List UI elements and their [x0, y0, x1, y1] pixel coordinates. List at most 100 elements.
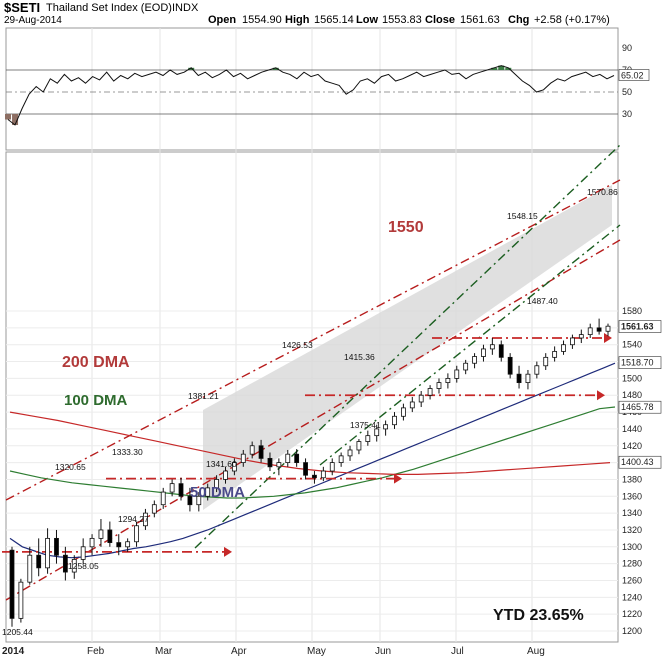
- candle-body: [54, 537, 59, 556]
- price-y-tick: 1260: [622, 575, 642, 585]
- price-y-tick: 1420: [622, 441, 642, 451]
- candle-body: [312, 474, 317, 479]
- candle-body: [481, 348, 486, 357]
- candle-body: [507, 356, 513, 375]
- candle-body: [436, 382, 442, 389]
- candle-body: [418, 394, 424, 403]
- rsi-y-tick: 90: [622, 43, 632, 53]
- candle-body: [534, 365, 540, 375]
- candle-body: [338, 455, 344, 464]
- candle-body: [392, 415, 397, 426]
- price-y-tick: 1380: [622, 474, 642, 484]
- candle-body: [454, 369, 460, 379]
- candle-body: [561, 344, 566, 352]
- price-y-tick: 1340: [622, 508, 642, 518]
- price-annotation: 1381.21: [188, 391, 219, 401]
- rsi-overbought-fill: [498, 65, 505, 70]
- price-y-tick: 1440: [622, 424, 642, 434]
- change-label: Chg: [508, 14, 530, 26]
- candle-body: [45, 537, 50, 569]
- x-tick-label: Jun: [375, 646, 391, 656]
- right-value-box: [618, 356, 662, 369]
- rsi-y-tick: 30: [622, 109, 632, 119]
- price-annotation: 1415.36: [344, 352, 375, 362]
- candle-body: [427, 388, 433, 396]
- price-y-tick: 1280: [622, 559, 642, 569]
- price-annotation: 1426.53: [282, 340, 313, 350]
- candle-body: [214, 479, 219, 489]
- price-y-tick: 1540: [622, 340, 642, 350]
- label-50dma: 50 DMA: [190, 484, 245, 501]
- right-value-label: 1465.78: [621, 402, 654, 412]
- candle-body: [596, 327, 602, 332]
- price-annotation: 1548.15: [507, 211, 538, 221]
- x-tick-label: Apr: [231, 646, 247, 656]
- close-value: 1561.63: [460, 14, 500, 26]
- low-value: 1553.83: [382, 14, 422, 26]
- candle-body: [516, 373, 522, 384]
- price-y-tick: 1320: [622, 525, 642, 535]
- ma100-line: [9, 406, 616, 499]
- channel-lower-green: [319, 224, 621, 466]
- price-annotation: 1320.65: [55, 462, 86, 472]
- rsi-overbought-fill: [272, 67, 279, 70]
- change-value: +2.58 (+0.17%): [534, 14, 610, 26]
- candle-body: [71, 559, 77, 573]
- resistance-line-1550-head: [604, 332, 612, 343]
- rsi-last-value-box: [618, 69, 650, 81]
- candle-body: [249, 445, 255, 455]
- x-tick-label: Jul: [451, 646, 464, 656]
- channel-upper-green: [194, 144, 621, 549]
- rsi-last-value: 65.02: [621, 71, 644, 81]
- rsi-y-tick: 50: [622, 87, 632, 97]
- rsi-overbought-fill: [491, 67, 498, 70]
- candle-body: [365, 435, 371, 442]
- x-tick-label: 2014: [2, 646, 25, 656]
- candle-body: [578, 334, 584, 339]
- high-label: High: [285, 14, 310, 26]
- candle-body: [196, 495, 202, 506]
- x-tick-label: Mar: [155, 646, 173, 656]
- support-arrow-1294-head: [224, 546, 232, 557]
- price-annotation: 1341.60: [206, 459, 237, 469]
- chart-header: $SETI Thailand Set Index (EOD) INDX 29-A…: [0, 0, 663, 26]
- candle-body: [347, 449, 353, 457]
- candle-body: [258, 445, 264, 459]
- candle-body: [525, 373, 531, 384]
- right-value-label: 1400.43: [621, 457, 654, 467]
- price-annotation: 1570.86: [587, 187, 618, 197]
- candle-body: [472, 356, 477, 364]
- candle-body: [169, 483, 175, 493]
- candle-body: [160, 491, 166, 506]
- price-annotation: 1487.40: [527, 296, 558, 306]
- candle-body: [125, 541, 131, 548]
- price-y-tick: 1200: [622, 626, 642, 636]
- candle-body: [401, 407, 406, 417]
- candle-body: [36, 554, 42, 569]
- right-value-box: [618, 320, 662, 333]
- price-y-tick: 1360: [622, 491, 642, 501]
- candle-body: [18, 581, 24, 619]
- chart-date: 29-Aug-2014: [4, 15, 62, 26]
- high-value: 1565.14: [314, 14, 354, 26]
- ma200-line: [9, 411, 611, 475]
- candle-body: [294, 453, 300, 463]
- right-value-box: [618, 400, 662, 414]
- candle-body: [240, 453, 246, 463]
- right-value-label: 1518.70: [621, 358, 654, 368]
- rsi-overbought-fill: [505, 67, 512, 70]
- label-100dma: 100 DMA: [64, 392, 128, 409]
- candle-body: [374, 428, 380, 437]
- candle-body: [320, 470, 326, 479]
- candle-body: [187, 495, 193, 506]
- price-y-tick: 1240: [622, 592, 642, 602]
- price-y-tick: 1500: [622, 373, 642, 383]
- label-ytd: YTD 23.65%: [493, 607, 584, 624]
- candle-body: [463, 362, 469, 371]
- label-200dma: 200 DMA: [62, 354, 130, 371]
- candle-body: [205, 487, 211, 497]
- rsi-overbought-fill: [188, 67, 195, 70]
- candle-body: [116, 542, 122, 548]
- right-value-label: 1561.63: [621, 322, 654, 332]
